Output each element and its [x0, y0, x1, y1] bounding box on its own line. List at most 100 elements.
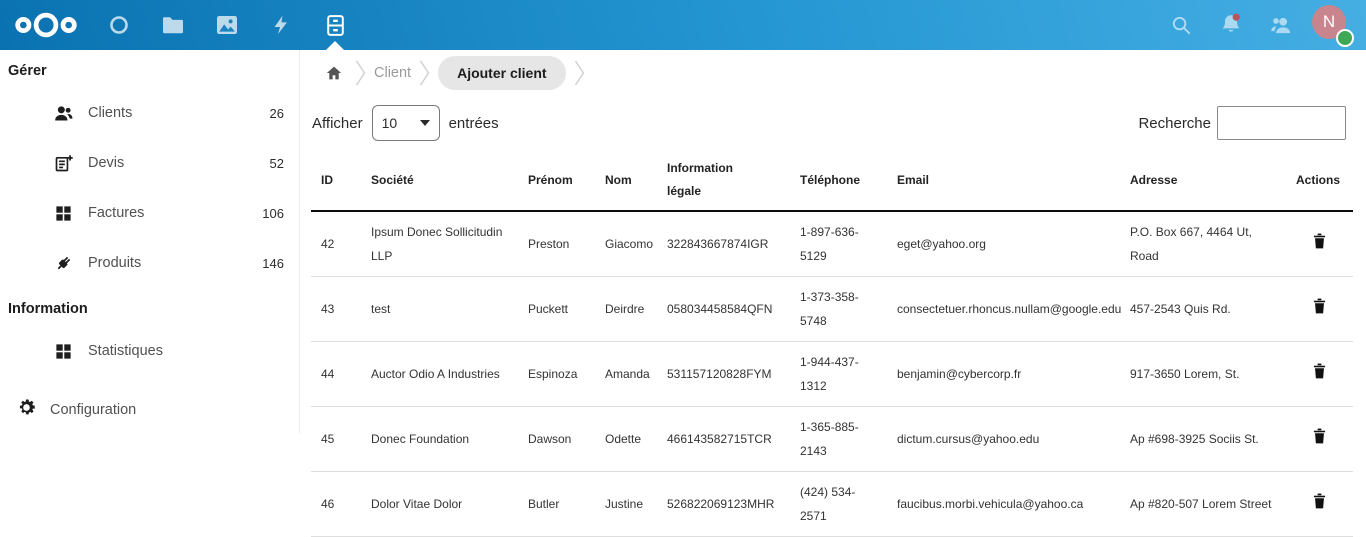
app-photos[interactable]	[200, 0, 254, 50]
col-header-info-legale[interactable]: Information légale	[657, 150, 790, 212]
sidebar-item-devis[interactable]: Devis 52	[0, 138, 299, 188]
col-header-adresse[interactable]: Adresse	[1120, 150, 1286, 212]
cell-telephone: 1-373-358-5748	[790, 276, 887, 342]
gear-icon	[16, 397, 37, 423]
entries-per-page-select[interactable]: 10	[371, 105, 440, 141]
cell-nom: Giacomo	[595, 211, 657, 277]
trash-icon	[1313, 298, 1326, 314]
search-button[interactable]	[1156, 0, 1206, 50]
col-header-nom[interactable]: Nom	[595, 150, 657, 212]
sidebar-item-factures[interactable]: Factures 106	[0, 188, 299, 238]
delete-client-button[interactable]	[1309, 361, 1330, 384]
document-plus-icon	[52, 152, 74, 174]
table-controls: Afficher 10 entrées Recherche	[301, 105, 1366, 141]
table-row: 43 test Puckett Deirdre 058034458584QFN …	[311, 276, 1353, 342]
notifications-button[interactable]	[1206, 0, 1256, 50]
sidebar-item-label: Clients	[88, 105, 133, 121]
sidebar-item-clients[interactable]: Clients 26	[0, 88, 299, 138]
search-input[interactable]	[1217, 106, 1346, 140]
app-files[interactable]	[146, 0, 200, 50]
nextcloud-logo[interactable]	[0, 0, 92, 50]
cell-email: faucibus.morbi.vehicula@yahoo.ca	[887, 471, 1120, 537]
cell-societe: Donec Foundation	[361, 406, 518, 472]
cell-societe: test	[361, 276, 518, 342]
contacts-button[interactable]	[1256, 0, 1306, 50]
cell-prenom: Butler	[518, 471, 595, 537]
app-dashboard[interactable]	[92, 0, 146, 50]
cell-adresse: Ap #698-3925 Sociis St.	[1120, 406, 1286, 472]
home-button[interactable]	[321, 60, 347, 86]
topbar-right: N	[1156, 0, 1366, 50]
trash-icon	[1313, 493, 1326, 509]
search-icon	[1172, 16, 1190, 34]
cell-info-legale: 531157120828FYM	[657, 341, 790, 407]
cell-email: consectetuer.rhoncus.nullam@google.edu	[887, 276, 1121, 342]
sidebar: Gérer Clients 26 Devis 52	[0, 50, 300, 433]
grid-icon	[52, 340, 74, 362]
cell-telephone: (424) 534-2571	[790, 471, 887, 537]
main-content: Client Ajouter client Afficher 10 entrée…	[301, 50, 1366, 537]
table-row: 42 Ipsum Donec Sollicitudin LLP Preston …	[311, 211, 1353, 277]
cell-email: dictum.cursus@yahoo.edu	[887, 406, 1120, 472]
sidebar-item-label: Produits	[88, 255, 142, 271]
cell-prenom: Espinoza	[518, 341, 595, 407]
cell-email: benjamin@cybercorp.fr	[887, 341, 1120, 407]
delete-client-button[interactable]	[1309, 426, 1330, 449]
entries-select-value: 10	[381, 115, 398, 131]
breadcrumb-client[interactable]: Client	[374, 64, 412, 81]
clients-table: ID Société Prénom Nom Information légale…	[311, 150, 1353, 537]
delete-client-button[interactable]	[1309, 491, 1330, 514]
col-header-email[interactable]: Email	[887, 150, 1120, 212]
cell-id: 45	[311, 406, 361, 472]
table-header-row: ID Société Prénom Nom Information légale…	[311, 150, 1353, 212]
table-row: 44 Auctor Odio A Industries Espinoza Ama…	[311, 341, 1353, 407]
sidebar-item-count: 52	[269, 155, 284, 171]
photos-icon	[217, 16, 237, 34]
cell-societe: Dolor Vitae Dolor	[361, 471, 518, 537]
cell-telephone: 1-365-885-2143	[790, 406, 887, 472]
chevron-right-icon	[419, 59, 430, 87]
grid-icon	[52, 202, 74, 224]
cell-id: 42	[311, 211, 361, 277]
app-billing-active[interactable]	[308, 0, 362, 50]
contacts-icon	[1271, 17, 1291, 34]
sidebar-item-label: Statistiques	[88, 343, 163, 359]
table-row: 46 Dolor Vitae Dolor Butler Justine 5268…	[311, 471, 1353, 537]
user-avatar[interactable]: N	[1312, 5, 1354, 47]
delete-client-button[interactable]	[1309, 231, 1330, 254]
cell-nom: Odette	[595, 406, 657, 472]
cell-prenom: Puckett	[518, 276, 595, 342]
sidebar-item-count: 106	[262, 205, 284, 221]
breadcrumb-ajouter-client[interactable]: Ajouter client	[438, 55, 566, 90]
app-activity[interactable]	[254, 0, 308, 50]
trash-icon	[1313, 233, 1326, 249]
cell-info-legale: 466143582715TCR	[657, 406, 790, 472]
delete-client-button[interactable]	[1309, 296, 1330, 319]
bell-icon	[1222, 13, 1240, 32]
cell-adresse: P.O. Box 667, 4464 Ut, Road	[1120, 211, 1286, 277]
col-header-telephone[interactable]: Téléphone	[790, 150, 887, 212]
cell-info-legale: 322843667874IGR	[657, 211, 790, 277]
sidebar-item-statistiques[interactable]: Statistiques	[0, 326, 299, 376]
cell-nom: Amanda	[595, 341, 657, 407]
col-header-prenom[interactable]: Prénom	[518, 150, 595, 212]
cell-id: 44	[311, 341, 361, 407]
notification-dot	[1232, 13, 1240, 21]
cell-id: 43	[311, 276, 361, 342]
col-header-actions[interactable]: Actions	[1286, 150, 1353, 212]
cell-adresse: Ap #820-507 Lorem Street	[1120, 471, 1286, 537]
col-header-id[interactable]: ID	[311, 150, 361, 212]
trash-icon	[1313, 428, 1326, 444]
cabinet-icon	[326, 14, 344, 36]
sidebar-footer-label: Configuration	[50, 402, 137, 418]
chevron-right-icon	[574, 59, 585, 87]
users-icon	[52, 102, 74, 124]
table-row: 45 Donec Foundation Dawson Odette 466143…	[311, 406, 1353, 472]
sidebar-item-label: Factures	[88, 205, 145, 221]
cell-telephone: 1-897-636-5129	[790, 211, 887, 277]
sidebar-item-produits[interactable]: Produits 146	[0, 238, 299, 288]
chevron-right-icon	[355, 59, 366, 87]
cell-adresse: 457-2543 Quis Rd.	[1120, 276, 1286, 342]
sidebar-item-configuration[interactable]: Configuration	[0, 387, 299, 433]
col-header-societe[interactable]: Société	[361, 150, 518, 212]
